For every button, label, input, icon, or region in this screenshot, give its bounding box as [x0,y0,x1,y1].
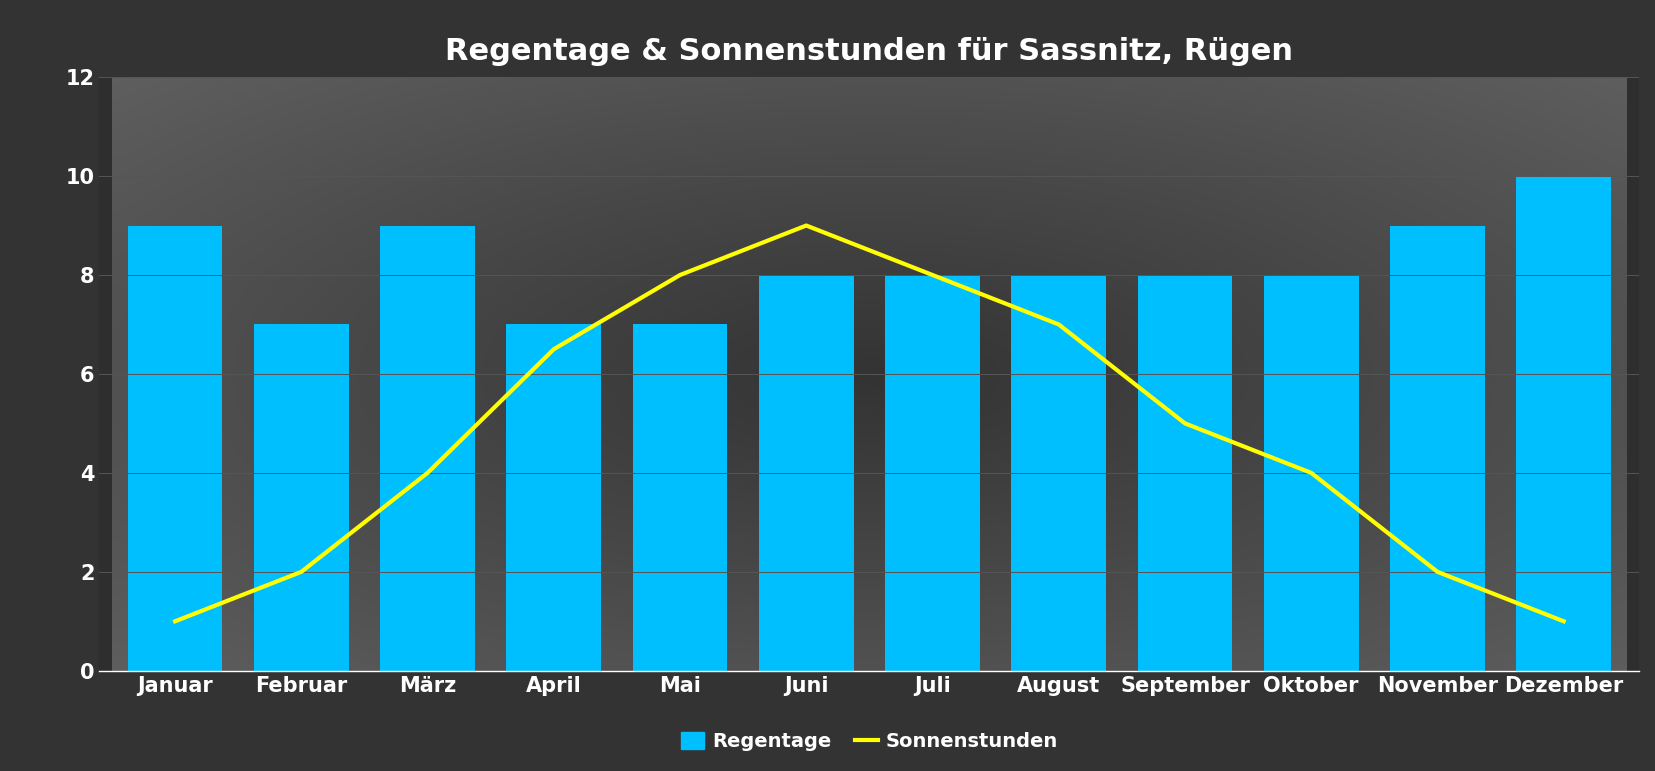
Legend: Regentage, Sonnenstunden: Regentage, Sonnenstunden [672,724,1066,759]
Bar [1011,275,1106,671]
Bar [1263,275,1357,671]
Bar [253,325,349,671]
Title: Regentage & Sonnenstunden für Sassnitz, Rügen: Regentage & Sonnenstunden für Sassnitz, … [445,38,1293,66]
Bar [127,226,222,671]
Bar [632,325,727,671]
Bar [758,275,852,671]
Bar [381,226,475,671]
Bar [885,275,980,671]
Bar [1516,176,1610,671]
Bar [1137,275,1231,671]
Bar [506,325,601,671]
Bar [1389,226,1485,671]
